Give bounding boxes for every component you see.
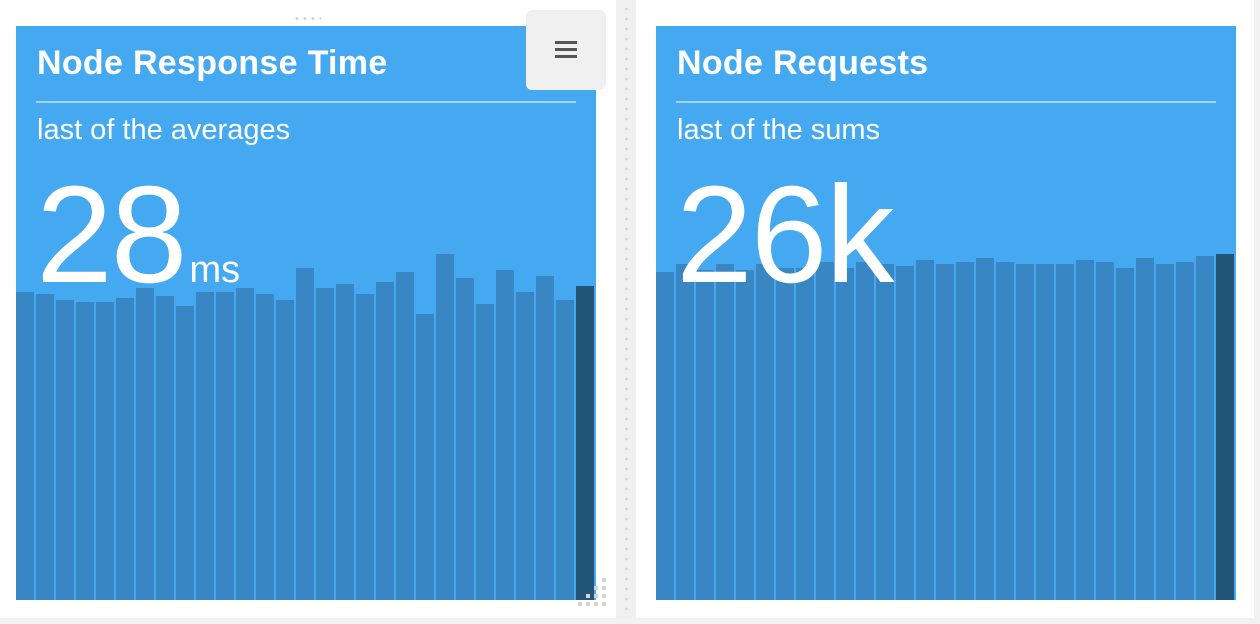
bar <box>476 304 494 600</box>
widget-subtitle: last of the averages <box>37 114 291 146</box>
bar <box>196 292 214 600</box>
bar <box>396 272 414 600</box>
bar <box>1176 262 1194 600</box>
bar <box>1156 264 1174 600</box>
widget-subtitle: last of the sums <box>677 114 881 146</box>
metric-value: 28 ms <box>36 166 240 304</box>
bar <box>876 264 894 600</box>
bar <box>936 264 954 600</box>
title-divider <box>676 101 1216 103</box>
bar <box>1136 258 1154 600</box>
bar <box>216 292 234 600</box>
bar <box>176 306 194 600</box>
bar <box>856 262 874 600</box>
sparkline-bars <box>16 26 596 600</box>
bar <box>336 284 354 600</box>
bar <box>916 260 934 600</box>
bar <box>536 276 554 600</box>
bar <box>36 294 54 600</box>
bar <box>256 294 274 600</box>
sparkline-bars <box>656 26 1236 600</box>
bar <box>296 268 314 600</box>
bar <box>436 254 454 600</box>
bar <box>316 288 334 600</box>
bar <box>96 302 114 600</box>
widget-title: Node Requests <box>677 44 929 82</box>
bar <box>76 302 94 600</box>
bar <box>236 288 254 600</box>
bar <box>836 268 854 600</box>
column-divider[interactable] <box>616 0 636 624</box>
widget-drag-handle[interactable] <box>293 16 321 21</box>
bottom-border <box>0 618 1260 624</box>
metric-number: 28 <box>36 158 187 312</box>
right-border <box>1254 0 1260 624</box>
bar <box>1016 264 1034 600</box>
resize-handle[interactable] <box>574 578 608 612</box>
bar <box>116 298 134 600</box>
bar <box>156 296 174 600</box>
metric-unit: ms <box>189 249 241 291</box>
widget-menu-button[interactable] <box>526 10 606 90</box>
bar <box>736 270 754 600</box>
bar <box>496 270 514 600</box>
metric-number: 26k <box>676 158 894 312</box>
bar <box>456 278 474 600</box>
metric-value: 26k <box>676 166 897 304</box>
bar <box>56 300 74 600</box>
widget-node-response-time: Node Response Time last of the averages … <box>16 26 596 600</box>
title-divider <box>36 101 576 103</box>
bar <box>1076 260 1094 600</box>
bar <box>676 264 694 600</box>
bar <box>716 264 734 600</box>
bar <box>1036 264 1054 600</box>
bar <box>1116 268 1134 600</box>
bar <box>1196 256 1214 600</box>
divider-grip[interactable] <box>625 4 628 624</box>
widget-title: Node Response Time <box>37 44 388 82</box>
bar <box>1056 264 1074 600</box>
bar <box>656 272 674 600</box>
bar <box>356 294 374 600</box>
bar <box>816 262 834 600</box>
bar <box>516 292 534 600</box>
bar <box>896 266 914 600</box>
bar <box>1096 262 1114 600</box>
bar <box>16 292 34 600</box>
hamburger-menu-icon <box>555 41 577 59</box>
bar <box>556 300 574 600</box>
bar <box>696 270 714 600</box>
bar <box>1216 254 1234 600</box>
widget-node-requests: Node Requests last of the sums 26k <box>656 26 1236 600</box>
bar <box>796 268 814 600</box>
bar <box>416 314 434 600</box>
bar <box>376 282 394 600</box>
bar <box>776 268 794 600</box>
bar <box>136 288 154 600</box>
bar <box>956 262 974 600</box>
bar <box>576 286 594 600</box>
bar <box>976 258 994 600</box>
bar <box>276 300 294 600</box>
bar <box>996 262 1014 600</box>
bar <box>756 264 774 600</box>
